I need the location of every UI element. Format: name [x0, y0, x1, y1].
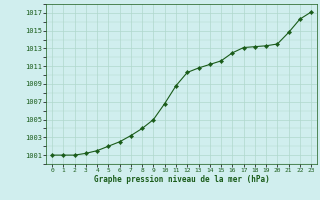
X-axis label: Graphe pression niveau de la mer (hPa): Graphe pression niveau de la mer (hPa): [94, 175, 269, 184]
